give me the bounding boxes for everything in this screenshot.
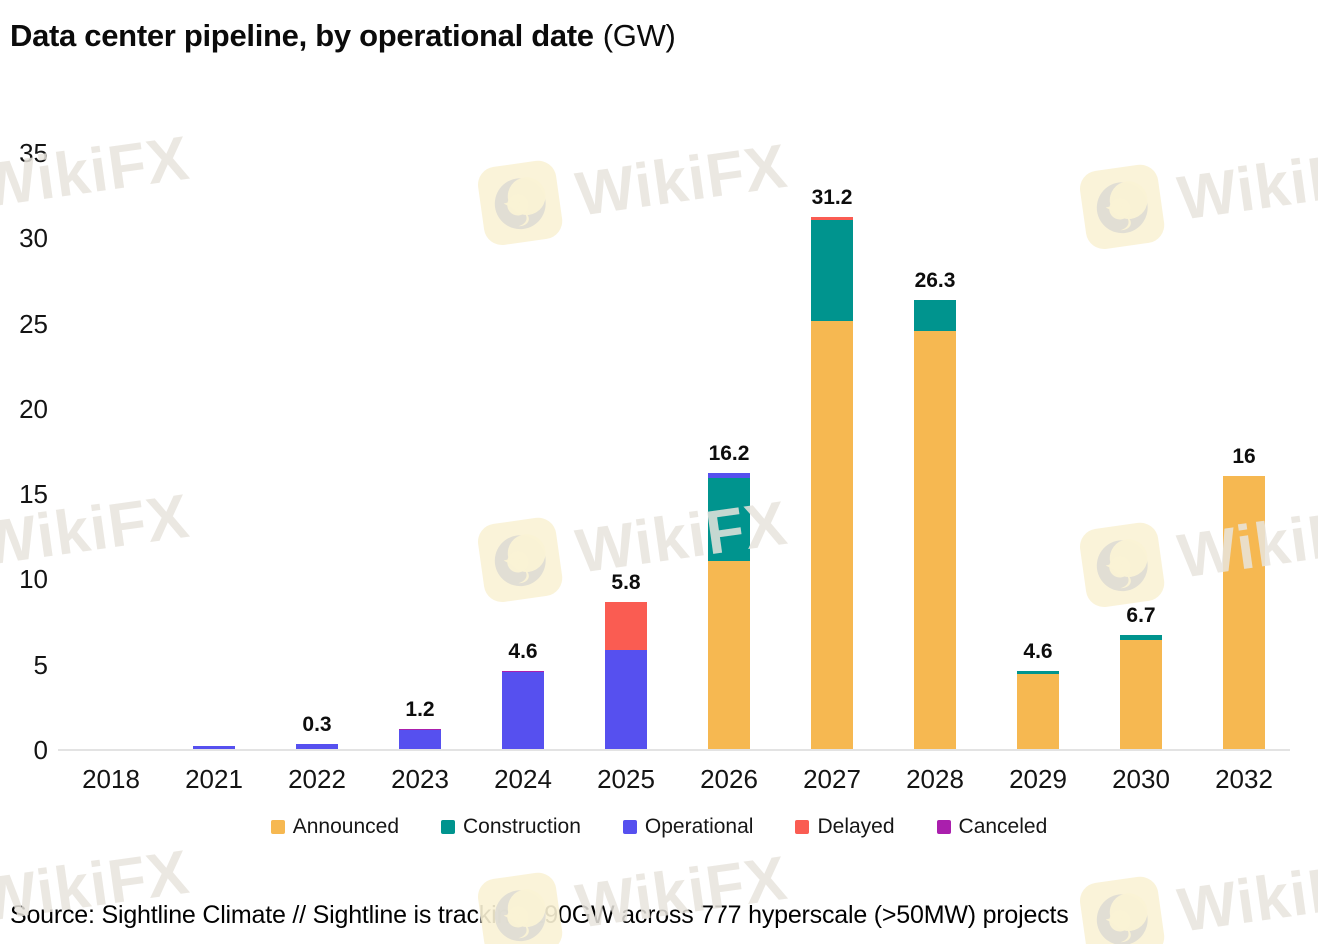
y-tick-label: 0 xyxy=(33,735,48,765)
legend-label: Construction xyxy=(463,815,581,838)
x-tick-label: 2029 xyxy=(1009,764,1067,794)
bar-segment-announced xyxy=(811,320,853,749)
bar-segment-announced xyxy=(1120,639,1162,749)
bar-segment-operational xyxy=(193,745,235,749)
x-tick-label: 2026 xyxy=(700,764,758,794)
bar-segment-announced xyxy=(1223,476,1265,749)
x-tick-label: 2024 xyxy=(494,764,552,794)
bar-segment-canceled xyxy=(502,670,544,673)
page-title-units: (GW) xyxy=(602,18,676,53)
bar-segment-announced xyxy=(914,331,956,749)
source-caption: Source: Sightline Climate // Sightline i… xyxy=(10,901,1069,929)
legend-swatch-icon xyxy=(936,820,951,834)
x-tick-label: 2021 xyxy=(185,764,243,794)
legend-item-canceled: Canceled xyxy=(936,814,1048,840)
bar-value-label: 0.3 xyxy=(302,712,332,736)
y-tick-label: 15 xyxy=(19,479,48,510)
x-tick-label: 2025 xyxy=(597,764,655,794)
bar-segment-canceled xyxy=(399,728,441,731)
legend-item-announced: Announced xyxy=(270,814,399,840)
page-title-text: Data center pipeline, by operational dat… xyxy=(10,18,594,53)
y-tick-label: 35 xyxy=(19,138,48,168)
y-tick-label: 30 xyxy=(19,223,48,254)
legend-swatch-icon xyxy=(795,820,810,834)
chart-legend: Announced Construction Operational Delayed C… xyxy=(0,814,1318,840)
bar-segment-construction xyxy=(811,220,853,321)
bar-value-label: 5.8 xyxy=(611,571,641,595)
bar-value-label: 4.6 xyxy=(1023,639,1053,663)
legend-item-construction: Construction xyxy=(441,814,581,840)
bar-segment-operational xyxy=(605,650,647,749)
legend-label: Announced xyxy=(292,815,399,838)
x-tick-label: 2030 xyxy=(1112,764,1170,794)
bar-segment-announced xyxy=(708,561,750,749)
bar-segment-construction xyxy=(708,477,750,562)
bar-value-label: 31.2 xyxy=(811,185,853,209)
bar-segment-construction xyxy=(1120,634,1162,640)
bar-segment-operational xyxy=(399,730,441,749)
x-tick-label: 2032 xyxy=(1215,764,1273,794)
y-tick-label: 5 xyxy=(33,649,48,680)
x-tick-label: 2028 xyxy=(906,764,964,794)
y-tick-label: 25 xyxy=(19,308,48,339)
y-tick-label: 10 xyxy=(19,564,48,595)
bar-segment-operational xyxy=(708,472,750,478)
x-axis-line xyxy=(58,749,1290,751)
bar-segment-construction xyxy=(914,300,956,332)
legend-swatch-icon xyxy=(270,820,285,834)
bar-segment-delayed xyxy=(605,602,647,651)
bar-segment-announced xyxy=(1017,673,1059,749)
bar-segment-delayed xyxy=(811,216,853,221)
bar-value-label: 1.2 xyxy=(405,697,435,721)
x-tick-label: 2027 xyxy=(803,764,861,794)
legend-swatch-icon xyxy=(441,820,455,834)
bar-segment-construction xyxy=(1017,670,1059,674)
legend-label: Canceled xyxy=(958,815,1048,838)
bar-segment-operational xyxy=(502,672,544,749)
legend-label: Delayed xyxy=(817,815,895,838)
page-title: Data center pipeline, by operational dat… xyxy=(10,18,676,54)
x-tick-label: 2022 xyxy=(288,764,346,794)
y-tick-label: 20 xyxy=(19,393,48,424)
bar-value-label: 4.6 xyxy=(508,639,538,663)
bar-value-label: 26.3 xyxy=(914,269,956,293)
bar-value-label: 16.2 xyxy=(708,441,750,465)
x-tick-label: 2023 xyxy=(391,764,449,794)
legend-item-delayed: Delayed xyxy=(795,814,895,840)
bar-value-label: 6.7 xyxy=(1126,603,1156,627)
x-tick-label: 2018 xyxy=(82,764,140,794)
legend-label: Operational xyxy=(644,815,754,838)
bar-value-label: 16 xyxy=(1232,445,1256,469)
legend-swatch-icon xyxy=(622,820,637,834)
legend-item-operational: Operational xyxy=(622,814,754,840)
bar-segment-operational xyxy=(296,743,338,749)
